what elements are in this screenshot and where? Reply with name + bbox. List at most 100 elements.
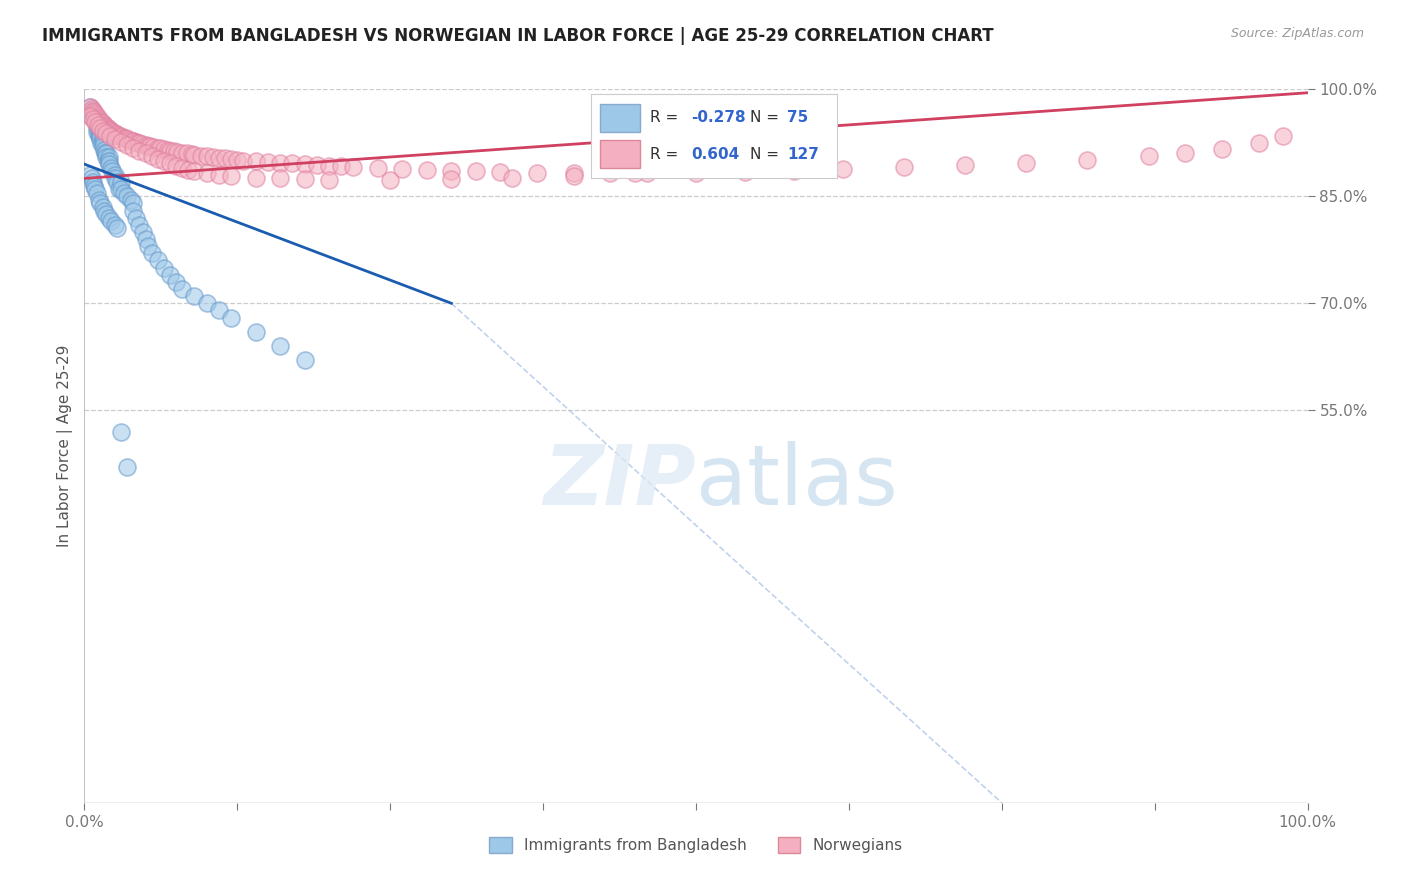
- Point: [294, 353, 316, 368]
- Point: [685, 162, 707, 177]
- Point: [165, 275, 187, 289]
- Point: [1174, 146, 1197, 161]
- Text: 0.604: 0.604: [692, 147, 740, 161]
- Point: [89, 113, 111, 128]
- Point: [208, 168, 231, 182]
- Text: N =: N =: [751, 147, 785, 161]
- Point: [269, 339, 291, 353]
- Point: [783, 163, 806, 178]
- Point: [245, 170, 267, 185]
- Point: [87, 193, 110, 207]
- Point: [146, 253, 169, 268]
- Point: [110, 129, 132, 144]
- Point: [83, 178, 105, 193]
- Point: [112, 130, 135, 145]
- Point: [1137, 149, 1160, 163]
- Point: [599, 166, 621, 180]
- Point: [97, 153, 120, 168]
- Point: [1272, 129, 1295, 144]
- Point: [93, 118, 115, 132]
- Point: [97, 121, 120, 136]
- Point: [82, 107, 104, 121]
- Point: [183, 148, 205, 162]
- Point: [146, 141, 169, 155]
- Point: [82, 112, 104, 127]
- Point: [87, 112, 110, 127]
- Point: [685, 166, 707, 180]
- Point: [84, 107, 107, 121]
- Point: [132, 225, 155, 239]
- Point: [96, 120, 118, 134]
- Point: [97, 157, 120, 171]
- Point: [110, 135, 132, 149]
- Point: [163, 145, 186, 159]
- Point: [159, 156, 181, 170]
- Point: [177, 162, 200, 177]
- Point: [79, 109, 101, 123]
- Point: [96, 127, 118, 141]
- Point: [93, 203, 115, 218]
- Point: [115, 132, 138, 146]
- Text: 75: 75: [787, 111, 808, 125]
- Point: [156, 143, 179, 157]
- Point: [391, 162, 413, 177]
- Point: [526, 166, 548, 180]
- Point: [562, 169, 585, 183]
- Point: [318, 159, 340, 173]
- Point: [318, 173, 340, 187]
- Point: [127, 136, 149, 150]
- Point: [98, 129, 121, 144]
- Text: IMMIGRANTS FROM BANGLADESH VS NORWEGIAN IN LABOR FORCE | AGE 25-29 CORRELATION C: IMMIGRANTS FROM BANGLADESH VS NORWEGIAN …: [42, 27, 994, 45]
- Point: [84, 112, 107, 127]
- Point: [86, 118, 108, 132]
- Point: [86, 125, 108, 139]
- Point: [141, 149, 163, 163]
- Point: [165, 159, 187, 173]
- Point: [172, 282, 194, 296]
- Point: [86, 109, 108, 123]
- Point: [624, 166, 647, 180]
- Point: [91, 136, 114, 150]
- Point: [122, 203, 145, 218]
- Point: [97, 122, 120, 136]
- Point: [90, 136, 112, 150]
- Point: [219, 169, 242, 184]
- Point: [96, 207, 118, 221]
- Point: [91, 116, 114, 130]
- Point: [636, 166, 658, 180]
- Point: [142, 140, 165, 154]
- Point: [257, 155, 280, 169]
- Point: [1015, 155, 1038, 169]
- Point: [195, 166, 218, 180]
- Point: [128, 136, 150, 151]
- Point: [84, 115, 107, 129]
- Point: [831, 162, 853, 177]
- Point: [172, 161, 194, 175]
- Point: [153, 260, 176, 275]
- Point: [122, 196, 145, 211]
- Point: [87, 125, 110, 139]
- Point: [97, 123, 120, 137]
- Point: [380, 173, 402, 187]
- Point: [83, 107, 105, 121]
- FancyBboxPatch shape: [600, 140, 640, 169]
- Point: [562, 166, 585, 180]
- Point: [82, 103, 104, 118]
- Point: [195, 296, 218, 310]
- Point: [128, 144, 150, 158]
- Point: [489, 165, 512, 179]
- Point: [101, 164, 124, 178]
- Point: [100, 214, 122, 228]
- Point: [110, 425, 132, 439]
- Point: [91, 132, 114, 146]
- Point: [502, 170, 524, 185]
- Point: [125, 135, 148, 149]
- Point: [190, 148, 212, 162]
- Point: [141, 246, 163, 260]
- Point: [893, 160, 915, 174]
- Point: [90, 115, 112, 129]
- Point: [115, 460, 138, 475]
- Point: [245, 325, 267, 339]
- Point: [115, 137, 138, 152]
- Point: [219, 310, 242, 325]
